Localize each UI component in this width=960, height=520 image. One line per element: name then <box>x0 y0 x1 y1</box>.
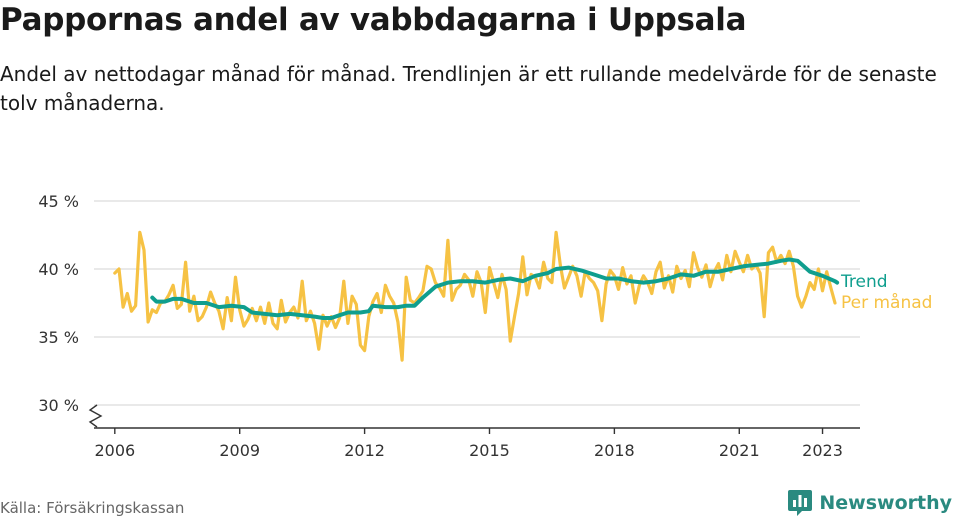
chart-subtitle: Andel av nettodagar månad för månad. Tre… <box>0 62 937 115</box>
y-tick-label: 40 % <box>38 260 79 279</box>
x-tick-label: 2009 <box>219 441 260 460</box>
y-tick-label: 35 % <box>38 328 79 347</box>
newsworthy-logo-icon <box>788 490 813 516</box>
series-line-trend <box>150 257 840 320</box>
y-tick-label: 45 % <box>38 192 79 211</box>
x-tick-label: 2012 <box>344 441 385 460</box>
x-axis: 2006 2009 2012 2015 2018 2021 2023 <box>88 404 860 460</box>
legend-label-per-manad: Per månad <box>841 292 932 313</box>
y-axis: 30 % 35 % 40 % 45 % <box>38 192 79 415</box>
line-chart: 30 % 35 % 40 % 45 % 2006 2009 2012 2015 2018 202… <box>38 192 932 460</box>
x-tick-label: 2018 <box>594 441 635 460</box>
legend-label-trend: Trend <box>840 272 888 292</box>
x-tick-label: 2023 <box>802 441 843 460</box>
source-note: Källa: Försäkringskassan <box>0 499 185 517</box>
chart-title: Pappornas andel av vabbdagarna i Uppsala <box>0 2 747 38</box>
axis-break-icon <box>88 404 103 428</box>
brand-name: Newsworthy <box>819 492 952 514</box>
x-tick-label: 2021 <box>719 441 760 460</box>
series-line-per-manad <box>113 230 837 362</box>
series-lines <box>113 230 840 362</box>
y-tick-label: 30 % <box>38 396 79 415</box>
x-tick-label: 2006 <box>94 441 135 460</box>
x-tick-label: 2015 <box>469 441 510 460</box>
brand-logo: Newsworthy <box>787 489 952 517</box>
